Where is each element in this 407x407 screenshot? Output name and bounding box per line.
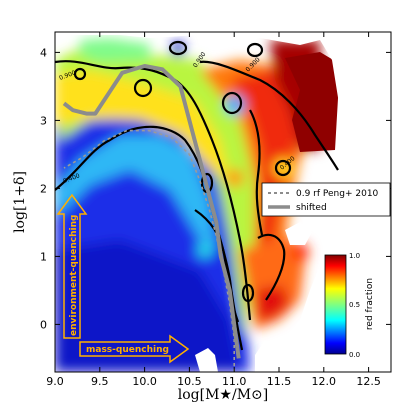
mass-quenching-annotation: mass-quenching (79, 334, 190, 364)
contour-0.4-b (257, 233, 286, 301)
contour-ring-1 (168, 40, 188, 56)
x-tick-label: 11.0 (222, 375, 247, 388)
colorbar: 1.0 0.5 0.0 red fraction (324, 252, 375, 359)
mass-quenching-arrow (79, 334, 190, 364)
contour-ring-8 (73, 67, 87, 81)
legend-label-shifted: shifted (296, 203, 327, 213)
y-tick-label: 0 (40, 318, 47, 331)
contour-0.9-b (199, 60, 339, 171)
colorbar-label: red fraction (365, 278, 375, 330)
x-tick-label: 9.5 (91, 375, 109, 388)
x-tick-label: 11.5 (267, 375, 292, 388)
legend-label-peng: 0.9 rf Peng+ 2010 (296, 189, 379, 199)
colorbar-gradient (324, 254, 347, 355)
environment-quenching-label: environment-quenching (69, 215, 79, 336)
x-tick-label: 9.0 (46, 375, 64, 388)
legend-box (261, 182, 391, 217)
environment-quenching-annotation: environment-quenching (56, 193, 88, 339)
x-tick-label: 12.0 (312, 375, 337, 388)
contour-0.9-a (55, 60, 252, 321)
x-tick-label: 12.5 (356, 375, 381, 388)
colorbar-tick-min: 0.0 (349, 351, 360, 359)
legend: 0.9 rf Peng+ 2010 shifted (261, 182, 391, 217)
mass-quenching-label: mass-quenching (86, 345, 169, 355)
y-tick-label: 1 (40, 250, 47, 263)
contours (55, 40, 339, 351)
contour-ring-5 (274, 159, 292, 177)
y-axis: 0 1 2 3 4 (40, 46, 391, 331)
x-axis: 9.0 9.5 10.0 10.5 11.0 11.5 12.0 12.5 (46, 32, 381, 388)
x-tick-label: 10.0 (132, 375, 157, 388)
series-peng-dashed-line (63, 129, 235, 372)
contour-ring-2 (133, 78, 153, 98)
x-axis-label: log[M★/M⊙] (178, 387, 268, 403)
y-tick-label: 4 (40, 46, 47, 59)
y-axis-label: log[1+δ] (12, 171, 28, 233)
colorbar-tick-mid: 0.5 (349, 301, 360, 309)
y-tick-label: 2 (40, 182, 47, 195)
plot-frame (54, 31, 392, 373)
environment-quenching-arrow (56, 193, 88, 339)
series-shifted-line (62, 64, 241, 359)
contour-ring-3 (221, 91, 243, 115)
contour-0.9-c (249, 109, 264, 236)
x-tick-label: 10.5 (177, 375, 202, 388)
contour-ring-7 (241, 283, 255, 303)
contour-ring-6 (246, 42, 264, 58)
series-layer (62, 64, 241, 372)
y-tick-label: 3 (40, 114, 47, 127)
colorbar-tick-max: 1.0 (349, 252, 360, 260)
